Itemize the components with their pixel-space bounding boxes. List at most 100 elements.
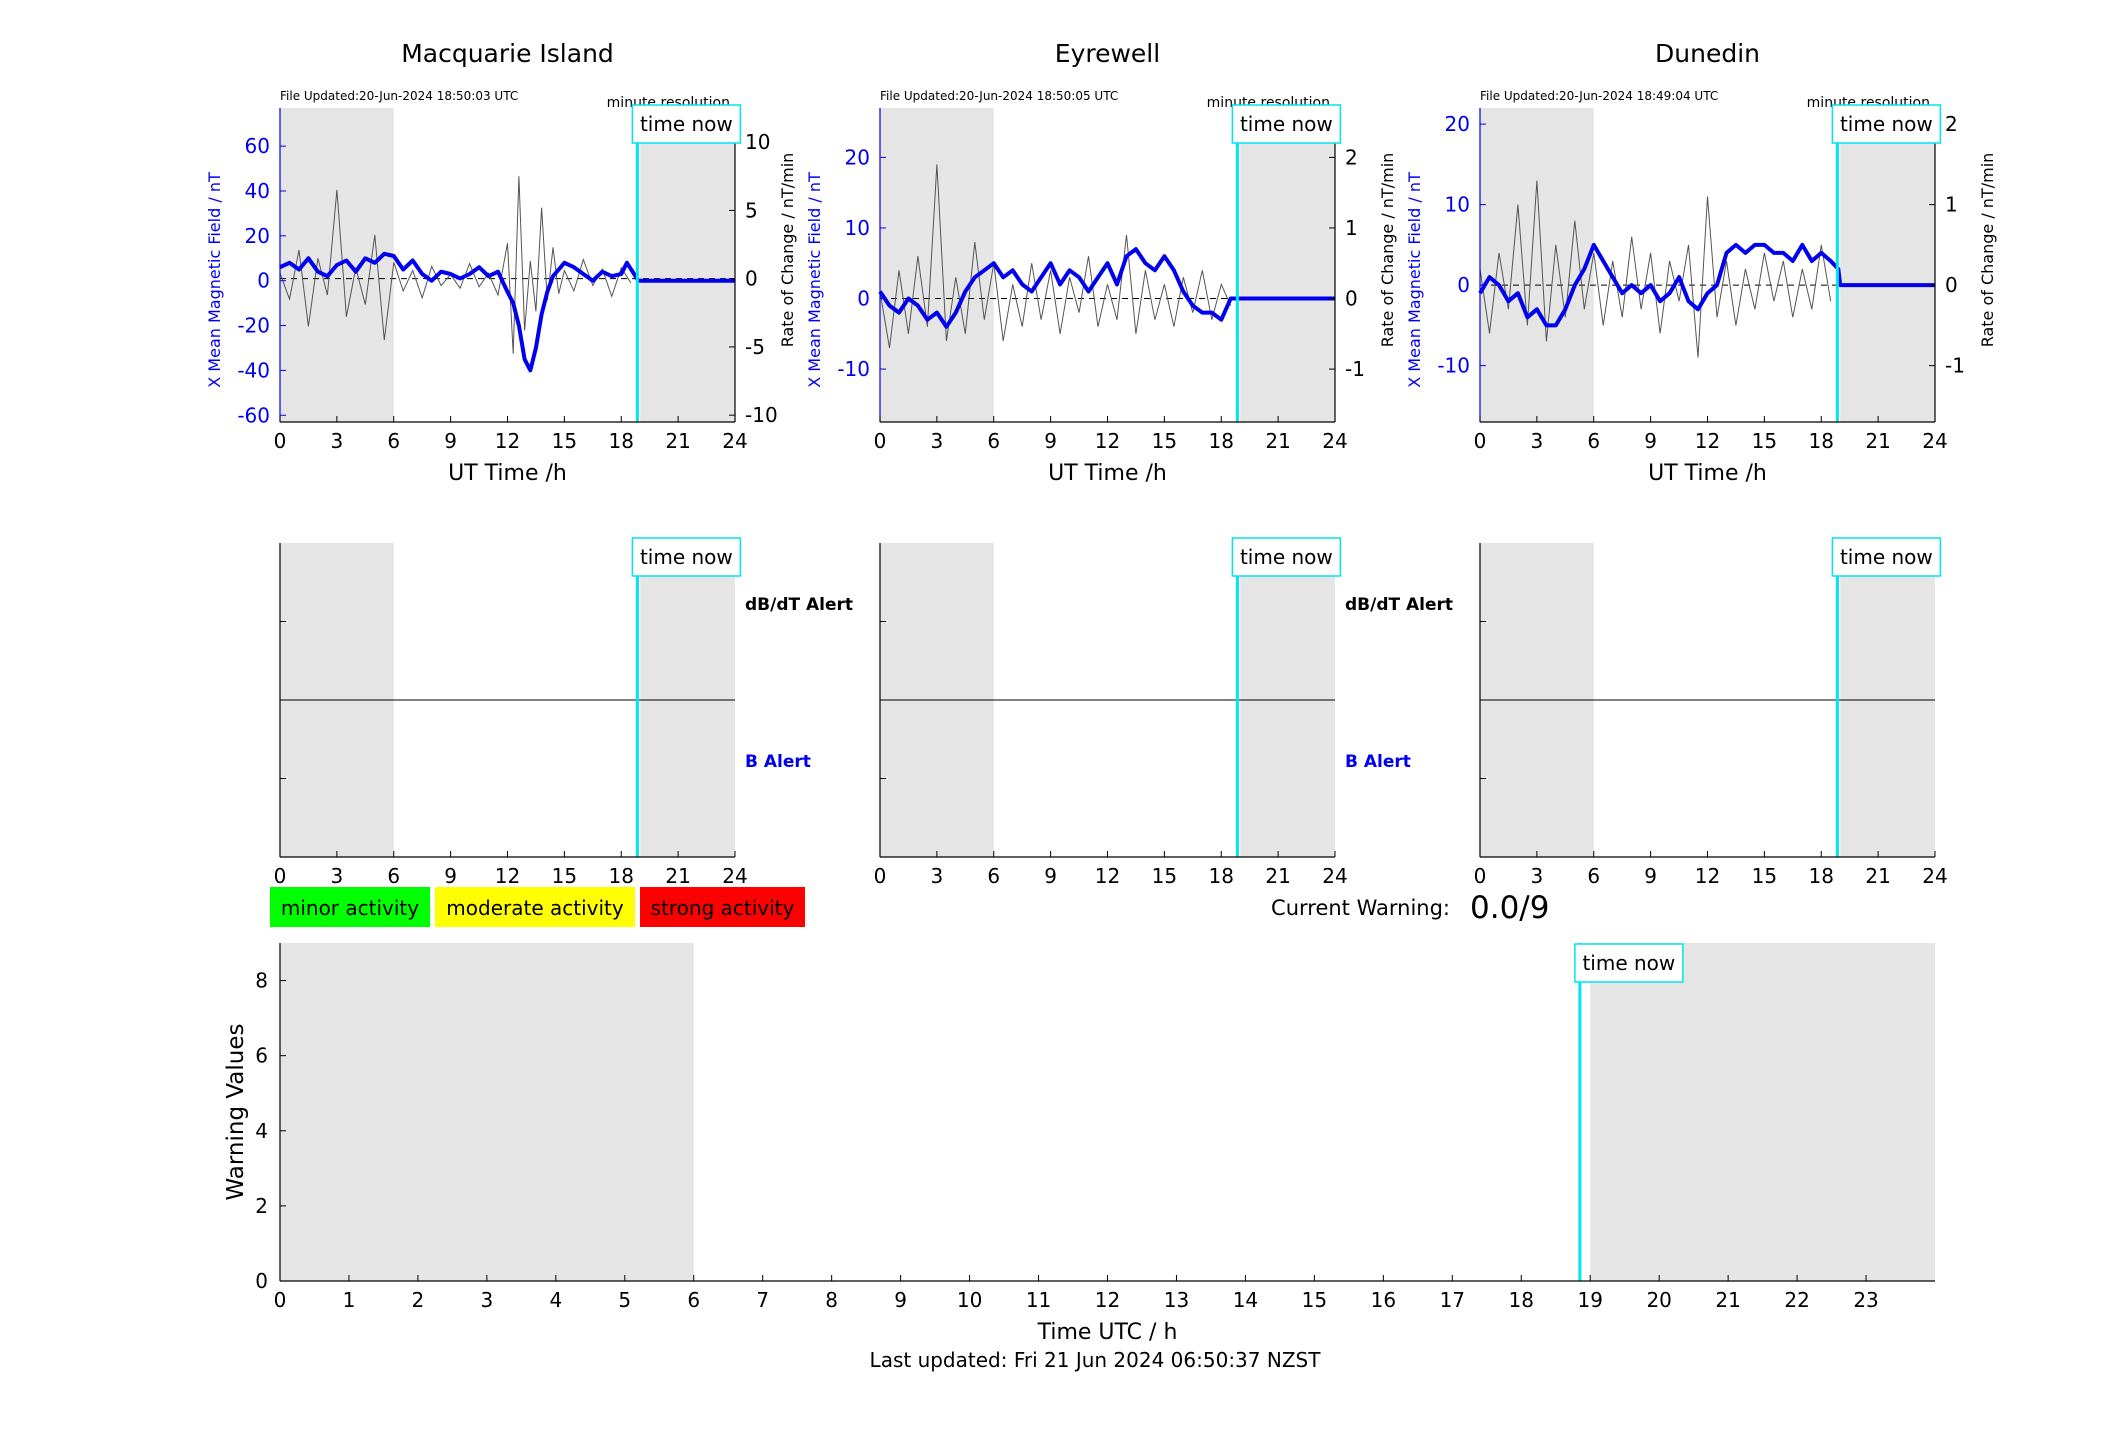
x-tick-label: 18 xyxy=(609,864,634,888)
y-axis-label: Warning Values xyxy=(223,1023,249,1200)
x-tick-label: 15 xyxy=(1752,429,1777,453)
y-right-tick-label: 0 xyxy=(745,267,758,291)
station-field-panels: 0 3 6 9 12 15 18 21 24-60-40-200204060-10-50510M… xyxy=(205,39,1997,486)
x-tick-label: 0 xyxy=(1474,429,1487,453)
y-right-label: Rate of Change / nT/min xyxy=(1978,153,1997,348)
night-shade-0 xyxy=(280,943,694,1281)
x-tick-label: 23 xyxy=(1853,1288,1878,1312)
station-panel-1: 0 3 6 9 12 15 18 21 24 -60 -40 -20 0 20 40 60 -10 -5 0 5 10 M… xyxy=(205,39,797,486)
x-axis-label: Time UTC / h xyxy=(1037,1320,1178,1345)
b-alert-label: B Alert xyxy=(745,752,811,772)
y-tick-label: 4 xyxy=(255,1119,268,1143)
current-warning: Current Warning: 0.0/9 xyxy=(1271,890,1549,926)
x-tick-label: 9 xyxy=(1044,864,1057,888)
y-right-tick-label: 0 xyxy=(1945,273,1958,297)
time-now-box xyxy=(631,104,742,144)
dbdt-alert-label: dB/dT Alert xyxy=(745,595,853,615)
x-tick-label: 9 xyxy=(444,429,457,453)
x-tick-label: 18 xyxy=(609,429,634,453)
current-warning-value: 0.0/9 xyxy=(1470,890,1549,926)
legend-swatch-1 xyxy=(270,887,430,927)
y-left-tick-label: -40 xyxy=(237,358,270,382)
x-tick-label: 18 xyxy=(1509,1288,1534,1312)
y-right-tick-label: 5 xyxy=(745,198,758,222)
y-right-tick-label: -1 xyxy=(1345,357,1365,381)
time-now-label: time now xyxy=(640,545,733,569)
x-tick-label: 6 xyxy=(1587,429,1600,453)
x-tick-label: 1 xyxy=(343,1288,356,1312)
y-right-tick-label: 2 xyxy=(1945,112,1958,136)
x-tick-label: 6 xyxy=(1587,864,1600,888)
x-tick-label: 6 xyxy=(387,429,400,453)
x-tick-label: 24 xyxy=(722,429,747,453)
night-shade-0 xyxy=(880,108,994,422)
y-tick-label: 8 xyxy=(255,969,268,993)
y-left-tick-label: 10 xyxy=(845,216,870,240)
night-shade-1 xyxy=(1590,943,1935,1281)
station-panel-2: 0 3 6 9 12 15 18 21 24-1001020-1012EyrewellFile … xyxy=(805,39,1397,486)
y-left-tick-label: 40 xyxy=(245,179,270,203)
y-right-tick-label: 1 xyxy=(1945,193,1958,217)
x-tick-label: 14 xyxy=(1233,1288,1258,1312)
y-left-tick-label: 20 xyxy=(845,145,870,169)
alert-panel-1: 0 3 6 9 12 15 18 21 24 dB/dT Alert B Alert time now xyxy=(274,537,853,888)
alert-panel-3: 0 3 6 9 12 15 18 21 24 time now xyxy=(1474,537,1948,888)
x-tick-label: 9 xyxy=(1644,429,1657,453)
x-tick-label: 15 xyxy=(1152,864,1177,888)
y-right-label: Rate of Change / nT/min xyxy=(778,153,797,348)
x-tick-label: 9 xyxy=(1644,864,1657,888)
x-tick-label: 12 xyxy=(1095,429,1120,453)
x-tick-label: 13 xyxy=(1164,1288,1189,1312)
legend-label-1: minor activity xyxy=(281,896,419,920)
y-right-tick-label: -10 xyxy=(745,403,778,427)
night-shade-1 xyxy=(1240,108,1335,422)
x-tick-label: 21 xyxy=(665,864,690,888)
y-right-tick-label: -1 xyxy=(1945,354,1965,378)
time-now-label: time now xyxy=(1240,112,1333,136)
y-tick-label: 2 xyxy=(255,1194,268,1218)
activity-legend: minor activity moderate activity strong ac… xyxy=(270,887,805,927)
mean-field-line xyxy=(279,251,735,373)
x-tick-label: 11 xyxy=(1026,1288,1051,1312)
y-tick-label: 6 xyxy=(255,1044,268,1068)
x-tick-label: 21 xyxy=(665,429,690,453)
x-tick-label: 22 xyxy=(1784,1288,1809,1312)
y-right-label: Rate of Change / nT/min xyxy=(1378,153,1397,348)
x-tick-label: 12 xyxy=(1095,1288,1120,1312)
file-updated: File Updated:20-Jun-2024 18:49:04 UTC xyxy=(1480,89,1718,103)
x-axis-label: UT Time /h xyxy=(1048,461,1167,486)
x-tick-label: 15 xyxy=(552,429,577,453)
x-tick-label: 3 xyxy=(331,429,344,453)
x-tick-label: 15 xyxy=(1302,1288,1327,1312)
time-now-label: time now xyxy=(640,112,733,136)
x-tick-label: 0 xyxy=(274,429,287,453)
x-tick-label: 9 xyxy=(1044,429,1057,453)
x-tick-label: 24 xyxy=(1322,864,1347,888)
x-tick-label: 18 xyxy=(1809,429,1834,453)
mean-field-line xyxy=(1478,242,1935,328)
y-left-label: X Mean Magnetic Field / nT xyxy=(205,172,224,388)
y-left-tick-label: -10 xyxy=(837,357,870,381)
x-tick-label: 0 xyxy=(274,1288,287,1312)
y-right-tick-label: 0 xyxy=(1345,287,1358,311)
warning-values-chart: 0 1 2 3 4 5 6 7 8 9 10 11 12 13 14 15 16 17 18 19 20 21 22 2302… xyxy=(223,943,1935,1345)
y-left-label: X Mean Magnetic Field / nT xyxy=(1405,172,1424,388)
y-right-tick-label: -5 xyxy=(745,335,765,359)
x-tick-label: 24 xyxy=(1922,864,1947,888)
file-updated: File Updated:20-Jun-2024 18:50:03 UTC xyxy=(280,89,518,103)
y-tick-label: 0 xyxy=(255,1269,268,1293)
x-tick-label: 21 xyxy=(1265,429,1290,453)
x-tick-label: 24 xyxy=(722,864,747,888)
time-now-box xyxy=(1831,104,1942,144)
station-alert-panels: 0 3 6 9 12 15 18 21 24 dB/dT Alert B Alert time now… xyxy=(274,537,1948,888)
y-left-tick-label: 10 xyxy=(1445,193,1470,217)
y-left-tick-label: 0 xyxy=(1457,273,1470,297)
y-left-tick-label: 20 xyxy=(245,224,270,248)
x-tick-label: 18 xyxy=(1209,864,1234,888)
x-tick-label: 3 xyxy=(331,864,344,888)
x-tick-label: 21 xyxy=(1865,864,1890,888)
x-tick-label: 15 xyxy=(1152,429,1177,453)
alert-panel-2: 0 3 6 9 12 15 18 21 24 dB/dT Alert B Alert time now xyxy=(874,537,1453,888)
